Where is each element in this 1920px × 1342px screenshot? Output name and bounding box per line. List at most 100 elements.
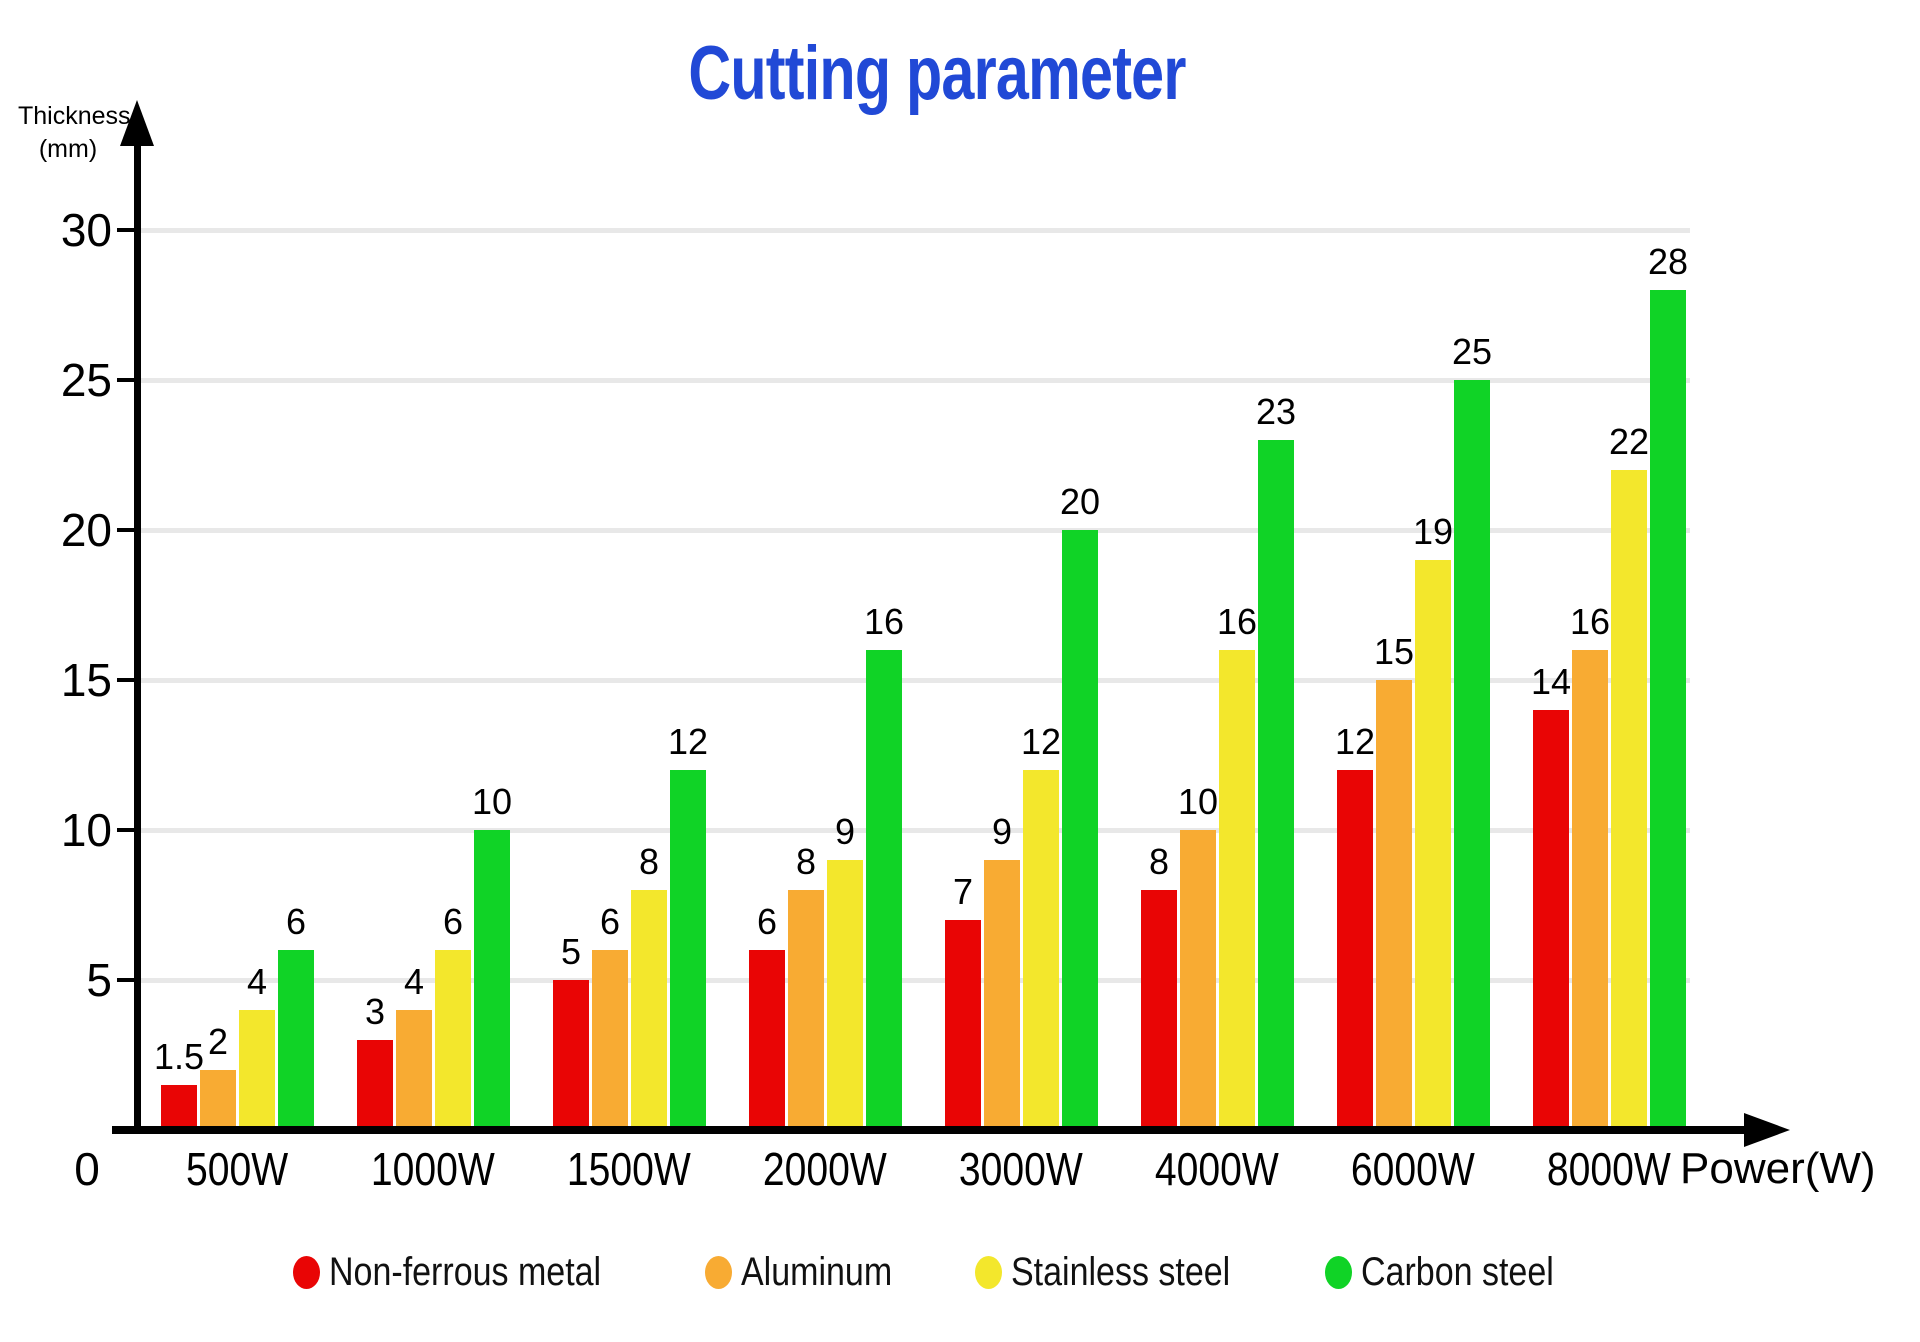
bar-column: 6 — [749, 901, 785, 1134]
bar-column: 8 — [788, 841, 824, 1134]
bar — [592, 950, 628, 1134]
x-axis-line — [112, 1126, 1744, 1134]
bar-column: 1.5 — [154, 1036, 204, 1134]
y-tick-label: 15 — [60, 654, 112, 706]
gridline — [141, 378, 1690, 383]
x-tick-label: 4000W — [1155, 1143, 1279, 1195]
bar-value-label: 4 — [246, 961, 268, 1002]
x-tick-label: 6000W — [1351, 1143, 1475, 1195]
bar-group-6000w: 12 15 19 25 — [1335, 331, 1492, 1134]
bar — [1454, 380, 1490, 1134]
bar — [357, 1040, 393, 1134]
y-tick-label: 30 — [60, 204, 112, 256]
bar-value-label: 16 — [863, 601, 905, 642]
bar-group-500w: 1.5 2 4 6 — [154, 901, 314, 1134]
bar-value-label: 14 — [1530, 661, 1572, 702]
legend-label: Stainless steel — [1010, 1250, 1230, 1294]
y-tick-mark — [117, 378, 137, 382]
x-tick-label: 1500W — [567, 1143, 691, 1195]
x-axis-label: Power(W) — [1680, 1144, 1876, 1193]
bar-value-label: 16 — [1216, 601, 1258, 642]
gridline — [141, 228, 1690, 233]
y-tick-mark — [117, 828, 137, 832]
origin-label: 0 — [74, 1143, 100, 1195]
x-tick-label: 3000W — [959, 1143, 1083, 1195]
bar — [435, 950, 471, 1134]
bar — [1337, 770, 1373, 1134]
bar — [553, 980, 589, 1134]
bar — [1572, 650, 1608, 1134]
bar-column: 6 — [278, 901, 314, 1134]
bar — [1180, 830, 1216, 1134]
bar-value-label: 6 — [599, 901, 621, 942]
legend: Non-ferrous metal Aluminum Stainless steel… — [40, 1250, 1840, 1295]
bar-value-label: 5 — [560, 931, 582, 972]
x-tick-label: 1000W — [371, 1143, 495, 1195]
bar-value-label: 9 — [991, 811, 1013, 852]
y-axis-label-line2: (mm) — [38, 134, 98, 163]
y-tick-label: 10 — [60, 804, 112, 856]
bar-column: 2 — [200, 1021, 236, 1134]
chart-title: Cutting parameter — [688, 31, 1186, 116]
bar-value-label: 7 — [952, 871, 974, 912]
bar-column: 25 — [1452, 331, 1492, 1134]
bar — [1650, 290, 1686, 1134]
bar — [1141, 890, 1177, 1134]
bar-group-1000w: 3 4 6 10 — [357, 781, 512, 1134]
bar-value-label: 6 — [285, 901, 307, 942]
bar-value-label: 12 — [1020, 721, 1062, 762]
bar — [278, 950, 314, 1134]
bar-group-1500w: 5 6 8 12 — [553, 721, 709, 1134]
bar-value-label: 20 — [1059, 481, 1101, 522]
bar — [1611, 470, 1647, 1134]
bar-column: 19 — [1413, 511, 1453, 1134]
bar-column: 8 — [1141, 841, 1177, 1134]
bar-column: 6 — [592, 901, 628, 1134]
bar-column: 12 — [1020, 721, 1062, 1134]
y-tick-mark — [117, 228, 137, 232]
bar-column: 12 — [667, 721, 709, 1134]
bar — [396, 1010, 432, 1134]
bar-value-label: 4 — [403, 961, 425, 1002]
legend-dot-icon — [1324, 1256, 1352, 1289]
bar-column: 3 — [357, 991, 393, 1134]
bar-column: 9 — [827, 811, 863, 1134]
y-tick-label: 25 — [60, 354, 112, 406]
bar-column: 4 — [396, 961, 432, 1134]
bar-column: 14 — [1530, 661, 1572, 1134]
bar-value-label: 8 — [1148, 841, 1170, 882]
bar — [984, 860, 1020, 1134]
bar-column: 20 — [1059, 481, 1101, 1134]
gridline — [141, 978, 1690, 983]
y-axis-arrow-icon — [120, 100, 154, 146]
y-axis-label-line1: Thickness — [18, 102, 131, 130]
y-axis-line — [134, 136, 141, 1134]
bar — [631, 890, 667, 1134]
bar-value-label: 16 — [1569, 601, 1611, 642]
legend-item: Aluminum — [704, 1250, 919, 1295]
bar-column: 15 — [1374, 631, 1414, 1134]
bar-column: 16 — [1216, 601, 1258, 1134]
bar-group-3000w: 7 9 12 20 — [945, 481, 1101, 1134]
y-axis-label: Thickness (mm) — [18, 100, 131, 165]
bar-value-label: 12 — [667, 721, 709, 762]
bar — [1258, 440, 1294, 1134]
x-tick-label: 500W — [185, 1143, 289, 1195]
y-tick-label: 5 — [86, 954, 112, 1006]
bar-value-label: 8 — [638, 841, 660, 882]
bar-column: 9 — [984, 811, 1020, 1134]
bar-value-label: 6 — [442, 901, 464, 942]
bar-value-label: 9 — [834, 811, 856, 852]
bar-column: 22 — [1609, 421, 1649, 1134]
bar — [1415, 560, 1451, 1134]
bar — [1023, 770, 1059, 1134]
bar-value-label: 23 — [1255, 391, 1297, 432]
legend-label: Non-ferrous metal — [328, 1250, 601, 1294]
bar — [161, 1085, 197, 1134]
x-tick-label: 2000W — [763, 1143, 887, 1195]
bar-value-label: 28 — [1647, 241, 1689, 282]
bar-column: 28 — [1647, 241, 1689, 1134]
x-axis-arrow-icon — [1744, 1113, 1790, 1147]
bar-value-label: 2 — [207, 1021, 229, 1062]
